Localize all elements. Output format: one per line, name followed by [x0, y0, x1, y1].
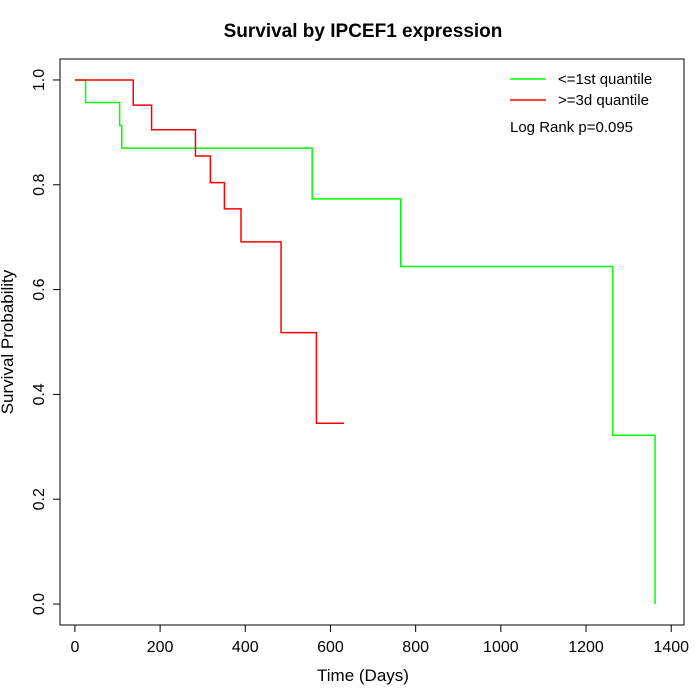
chart-title: Survival by IPCEF1 expression — [224, 21, 503, 42]
survival-curve-low — [74, 79, 656, 605]
y-tick-label: 0.6 — [31, 278, 48, 300]
y-axis-label: Survival Probability — [0, 269, 17, 414]
log-rank-annotation: Log Rank p=0.095 — [510, 119, 633, 136]
y-tick-label: 0.8 — [31, 174, 48, 196]
plot-frame — [59, 58, 685, 626]
y-tick-label: 0.2 — [31, 488, 48, 510]
x-tick-label: 800 — [402, 639, 429, 656]
legend: <=1st quantile >=3d quantile — [510, 71, 652, 109]
survival-curve-high — [74, 79, 345, 424]
y-tick-label: 0.0 — [31, 593, 48, 615]
y-tick-label: 1.0 — [31, 69, 48, 91]
legend-label-low: <=1st quantile — [558, 71, 652, 88]
y-axis: 0.0 0.2 0.4 0.6 0.8 1.0 — [31, 69, 61, 615]
legend-label-high: >=3d quantile — [558, 92, 649, 109]
x-axis-label: Time (Days) — [317, 666, 409, 685]
y-tick-label: 0.4 — [31, 383, 48, 405]
series-layer — [74, 79, 656, 605]
x-tick-label: 1000 — [483, 639, 519, 656]
x-axis: 0 200 400 600 800 1000 1200 1400 — [70, 624, 689, 656]
x-tick-label: 200 — [147, 639, 174, 656]
x-tick-label: 0 — [70, 639, 79, 656]
x-tick-label: 1400 — [653, 639, 689, 656]
x-tick-label: 600 — [317, 639, 344, 656]
x-tick-label: 400 — [232, 639, 259, 656]
x-tick-label: 1200 — [568, 639, 604, 656]
